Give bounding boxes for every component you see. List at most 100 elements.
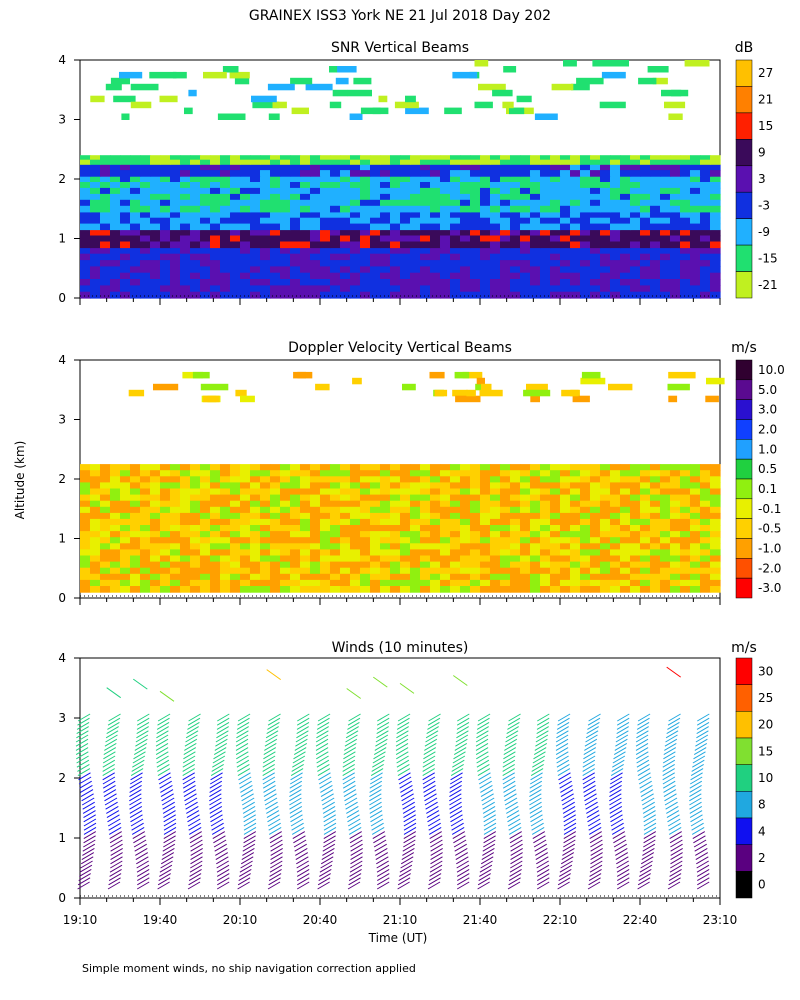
doppler-cell [210,506,221,514]
doppler-cell [260,488,271,496]
wind-barb [483,810,496,819]
doppler-cell [430,506,441,514]
wind-barb [504,797,518,806]
wind-barb [614,843,627,852]
doppler-cell [180,555,191,563]
wind-barb [615,847,628,856]
wind-barb [186,726,199,735]
snr-cell [340,170,351,177]
doppler-cell [250,567,261,575]
wind-barb [475,734,489,743]
snr-cell [210,159,221,165]
doppler-cell [420,506,431,514]
wind-barb [104,793,117,802]
doppler-cell [630,549,641,557]
wind-barb [237,768,251,777]
snr-cell [710,285,721,293]
snr-cell [150,187,161,195]
wind-barb [689,793,702,802]
wind-barb [506,726,519,735]
doppler-cell [510,482,521,490]
snr-cell [660,211,671,219]
snr-cell [90,176,101,183]
doppler-cell [320,506,331,514]
wind-barb [350,856,363,865]
colorbar-label: 2.0 [758,422,777,436]
wind-barb [449,805,463,814]
wind-barb [480,860,493,869]
wind-barb [641,797,655,806]
wind-barb [237,881,250,890]
wind-barb [476,751,489,760]
wind-barb [239,868,252,877]
wind-barb [350,839,363,848]
wind-barb [395,747,409,756]
doppler-cell [150,561,161,569]
snr-cell [140,211,151,219]
snr-cell [200,253,211,261]
doppler-cell [130,482,141,490]
wind-barb [186,805,199,814]
wind-barb [189,868,202,877]
doppler-cell [450,531,461,538]
wind-barb [290,818,304,827]
doppler-cell [390,482,401,490]
doppler-cell [620,464,631,471]
doppler-cell [710,579,721,587]
snr-cell [130,187,141,195]
doppler-cell [360,494,371,502]
doppler-cell [350,506,361,514]
doppler-cell [450,476,461,483]
doppler-cell [530,395,540,403]
wind-barb [480,784,493,793]
snr-cell [230,279,241,286]
snr-cell [110,164,121,171]
doppler-cell [110,525,121,532]
doppler-cell [290,561,301,569]
doppler-cell [270,537,281,544]
snr-cell [380,176,391,183]
snr-cell [420,164,431,171]
wind-barb [80,784,93,793]
snr-cell [110,241,121,249]
snr-cell [378,95,388,103]
doppler-cell [203,395,220,403]
snr-cell [450,272,461,280]
wind-barb [590,847,603,856]
snr-cell [600,155,611,161]
doppler-cell [90,537,101,544]
snr-cell [100,253,111,261]
doppler-cell [430,488,441,496]
wind-barb [296,881,310,890]
snr-cell [630,205,641,213]
wind-barb [669,864,683,873]
doppler-cell [530,561,541,569]
doppler-cell [290,512,301,520]
wind-barb [158,873,171,882]
wind-barb [185,801,198,810]
snr-cell [670,241,681,249]
snr-cell [460,279,471,286]
doppler-cell [570,389,579,397]
snr-cell [440,199,451,207]
doppler-cell [440,482,451,490]
doppler-cell [280,531,291,538]
doppler-cell [130,579,141,587]
snr-cell [690,176,701,183]
snr-cell [490,164,501,171]
snr-cell [360,235,371,243]
doppler-cell [710,525,721,532]
doppler-cell [550,506,561,514]
wind-barb [609,805,623,814]
wind-barb [79,780,92,789]
doppler-cell [460,488,471,496]
wind-barb [188,713,201,722]
snr-cell [650,253,661,261]
colorbar-label: 5.0 [758,383,777,397]
snr-cell [510,217,521,225]
wind-barb [243,826,257,835]
doppler-cell [150,549,161,557]
snr-cell [310,260,321,267]
snr-cell [140,182,151,189]
